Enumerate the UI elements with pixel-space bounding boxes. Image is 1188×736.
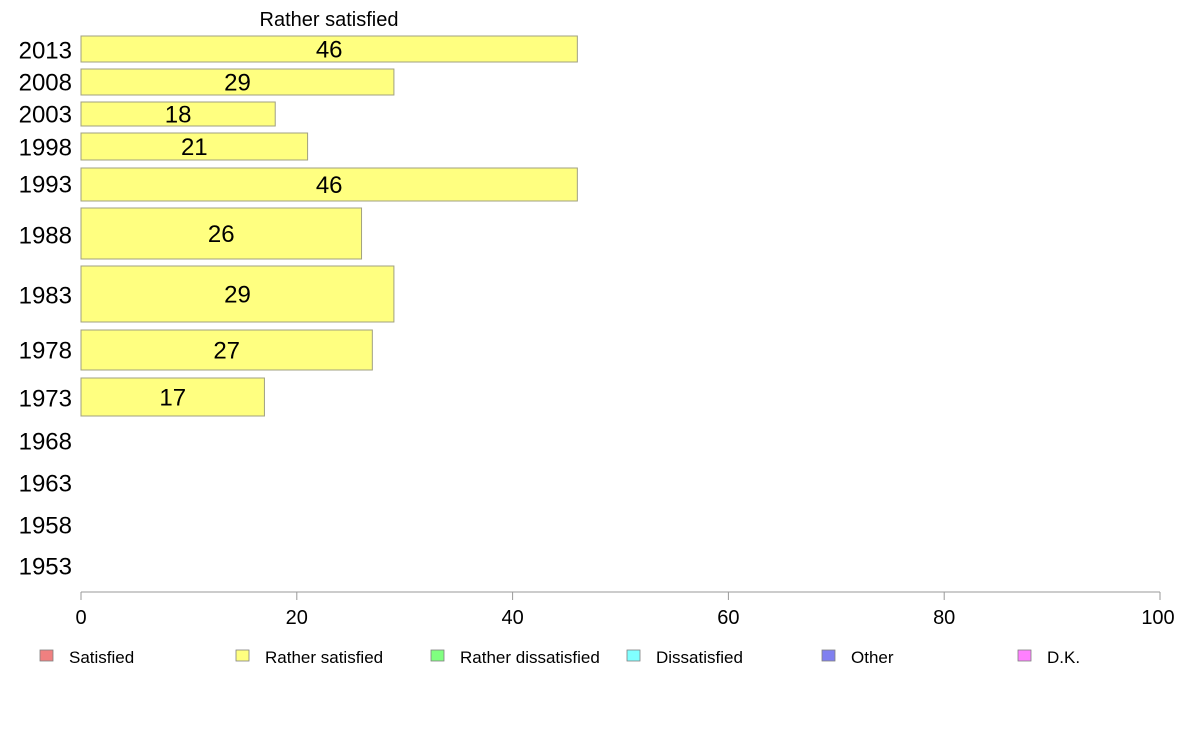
y-tick-label: 1993 bbox=[19, 172, 72, 199]
legend-swatch bbox=[39, 649, 54, 662]
y-tick-label: 1968 bbox=[19, 429, 72, 456]
y-tick-label: 1953 bbox=[19, 554, 72, 581]
x-tick-label: 80 bbox=[933, 607, 955, 629]
bars-group: 46 29 18 21 46 26 29 27 17 bbox=[80, 35, 578, 417]
x-tick-label: 0 bbox=[75, 607, 86, 629]
x-tick-label: 100 bbox=[1141, 607, 1174, 629]
y-tick-label: 1998 bbox=[19, 135, 72, 162]
y-tick-label: 2008 bbox=[19, 70, 72, 97]
y-tick-label: 1983 bbox=[19, 283, 72, 310]
y-tick-label: 1963 bbox=[19, 471, 72, 498]
legend-label: Rather dissatisfied bbox=[460, 648, 600, 667]
x-axis: 0 20 40 60 80 100 bbox=[75, 591, 1175, 629]
legend-swatch bbox=[626, 649, 641, 662]
legend-swatch bbox=[235, 649, 250, 662]
bar bbox=[80, 101, 276, 127]
legend-label: Satisfied bbox=[69, 648, 134, 667]
y-tick-label: 1973 bbox=[19, 386, 72, 413]
bar bbox=[80, 207, 363, 260]
legend-label: D.K. bbox=[1047, 648, 1080, 667]
y-axis-labels: 2013 2008 2003 1998 1993 1988 1983 1978 1973 1968… bbox=[19, 38, 72, 581]
legend: Satisfied Rather satisfied Rather dissatis… bbox=[39, 648, 1080, 667]
bar-value-label: 29 bbox=[224, 70, 251, 97]
y-tick-label: 1978 bbox=[19, 338, 72, 365]
bar-value-label: 46 bbox=[316, 37, 343, 64]
chart-title: Rather satisfied bbox=[260, 9, 399, 31]
legend-swatch bbox=[430, 649, 445, 662]
bar bbox=[80, 132, 309, 161]
bar bbox=[80, 68, 395, 96]
y-tick-label: 2003 bbox=[19, 102, 72, 129]
legend-label: Rather satisfied bbox=[265, 648, 383, 667]
x-tick-label: 20 bbox=[286, 607, 308, 629]
bar bbox=[80, 35, 578, 63]
bar-value-label: 29 bbox=[224, 282, 251, 309]
bar bbox=[80, 167, 578, 202]
bar-value-label: 17 bbox=[159, 385, 186, 412]
bar bbox=[80, 377, 265, 417]
x-tick-label: 60 bbox=[717, 607, 739, 629]
legend-label: Other bbox=[851, 648, 894, 667]
legend-swatch bbox=[821, 649, 836, 662]
bar bbox=[80, 329, 373, 371]
y-tick-label: 1958 bbox=[19, 513, 72, 540]
bar-value-label: 27 bbox=[213, 338, 240, 365]
x-tick-label: 40 bbox=[501, 607, 523, 629]
bar-value-label: 21 bbox=[181, 134, 208, 161]
bar-value-label: 46 bbox=[316, 172, 343, 199]
y-tick-label: 2013 bbox=[19, 38, 72, 65]
legend-swatch bbox=[1017, 649, 1032, 662]
bar bbox=[80, 265, 395, 323]
legend-label: Dissatisfied bbox=[656, 648, 743, 667]
y-tick-label: 1988 bbox=[19, 223, 72, 250]
bar-value-label: 26 bbox=[208, 221, 235, 248]
bar-value-label: 18 bbox=[165, 102, 192, 129]
